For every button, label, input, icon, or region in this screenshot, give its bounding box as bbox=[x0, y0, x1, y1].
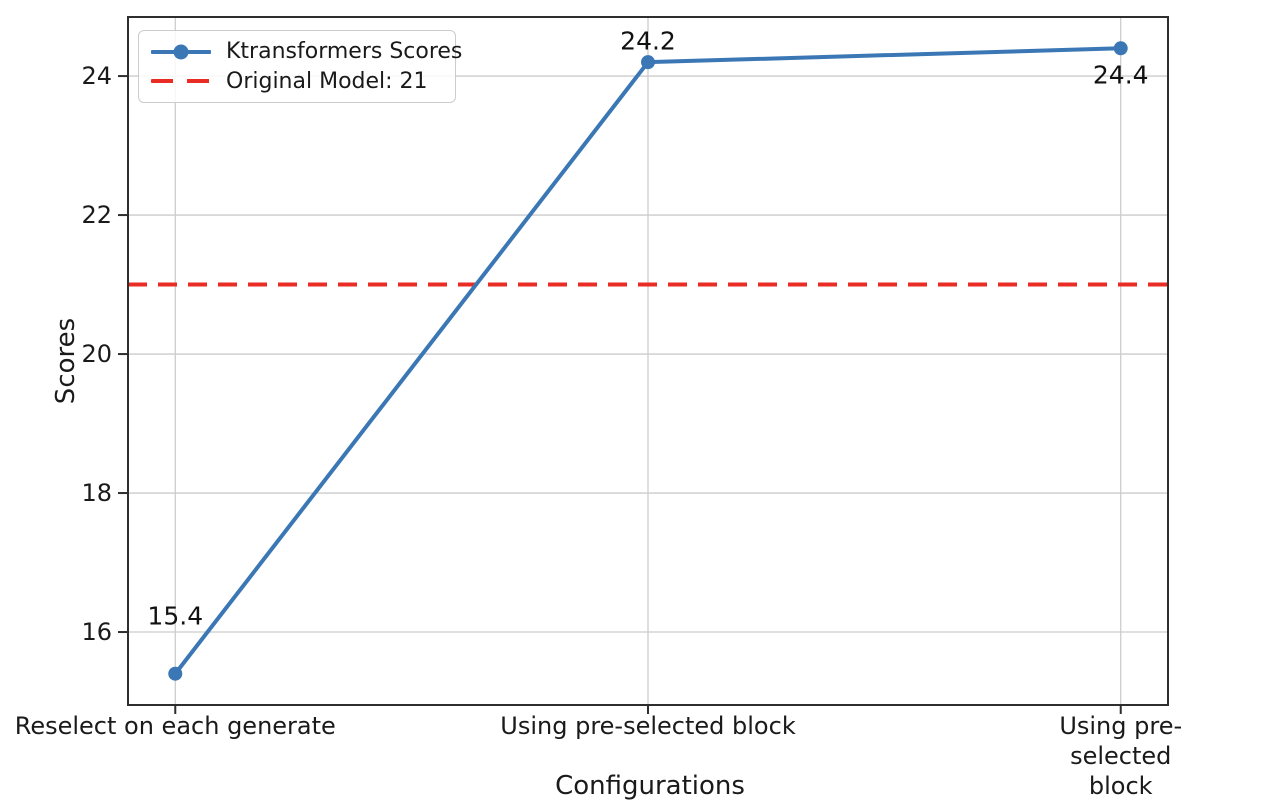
x-tick-label: Reselect on each generate bbox=[14, 712, 336, 740]
data-point-marker bbox=[1113, 41, 1128, 56]
line-with-marker-icon bbox=[151, 44, 211, 60]
x-tick-label: Using pre-selected block First two layer… bbox=[1059, 712, 1183, 803]
point-value-label: 24.4 bbox=[1092, 60, 1149, 90]
circle-marker-icon bbox=[173, 44, 189, 60]
data-point-marker bbox=[641, 55, 655, 70]
y-tick-label: 20 bbox=[81, 340, 112, 369]
y-tick-label: 24 bbox=[81, 62, 112, 91]
legend: Ktransformers Scores Original Model: 21 bbox=[138, 30, 462, 103]
legend-item-reference: Original Model: 21 bbox=[151, 69, 443, 94]
legend-label-series: Ktransformers Scores bbox=[226, 39, 463, 65]
x-axis-label: Configurations bbox=[555, 771, 745, 801]
point-value-label: 15.4 bbox=[147, 601, 204, 631]
point-value-label: 24.2 bbox=[620, 26, 676, 56]
y-tick-label: 22 bbox=[81, 201, 112, 230]
y-tick-label: 18 bbox=[81, 479, 112, 508]
data-point-marker bbox=[168, 666, 183, 681]
legend-item-series: Ktransformers Scores bbox=[151, 39, 462, 64]
y-axis-label: Scores bbox=[51, 317, 81, 405]
dashed-line-icon bbox=[151, 79, 211, 84]
legend-label-reference: Original Model: 21 bbox=[226, 68, 428, 94]
x-tick-label: Using pre-selected block bbox=[500, 712, 796, 740]
y-tick-label: 16 bbox=[81, 618, 112, 647]
